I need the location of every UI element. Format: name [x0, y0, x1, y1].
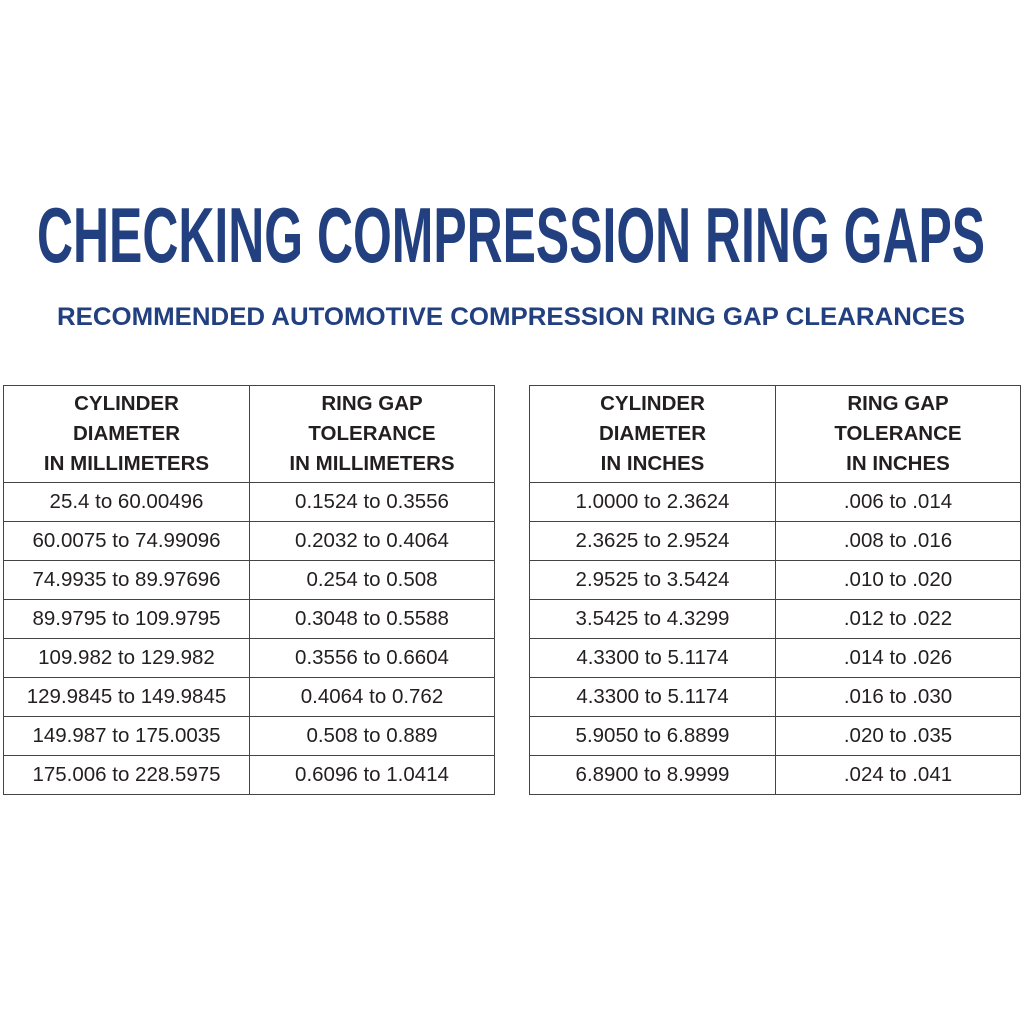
column-header-line: TOLERANCE	[308, 422, 436, 445]
cylinder-diameter-cell: 25.4 to 60.00496	[3, 482, 250, 522]
cylinder-diameter-cell: 4.3300 to 5.1174	[529, 638, 776, 678]
cylinder-diameter-cell: 4.3300 to 5.1174	[529, 677, 776, 717]
page-subtitle: RECOMMENDED AUTOMOTIVE COMPRESSION RING …	[57, 303, 965, 331]
ring-gap-cell: 0.3556 to 0.6604	[249, 638, 495, 678]
column-header-line: DIAMETER	[72, 422, 181, 445]
ring-gap-cell: .014 to .026	[775, 638, 1021, 678]
ring-gap-cell: .006 to .014	[775, 482, 1021, 522]
table-row: 109.982 to 129.982 0.3556 to 0.6604	[3, 638, 495, 678]
table-row: 5.9050 to 6.8899.020 to .035	[529, 716, 1021, 756]
ring-gap-cell: 0.508 to 0.889	[249, 716, 495, 756]
column-header-line: IN MILLIMETERS	[43, 452, 210, 475]
table-row: 129.9845 to 149.9845 0.4064 to 0.762	[3, 677, 495, 717]
ring-gap-cell: 0.1524 to 0.3556	[249, 482, 495, 522]
column-header: RING GAP TOLERANCE IN INCHES	[775, 385, 1021, 483]
cylinder-diameter-cell: 129.9845 to 149.9845	[3, 677, 250, 717]
column-header-line: TOLERANCE	[834, 422, 962, 445]
table-row: 3.5425 to 4.3299.012 to .022	[529, 599, 1021, 639]
ring-gap-cell: 0.2032 to 0.4064	[249, 521, 495, 561]
ring-gap-cell: .016 to .030	[775, 677, 1021, 717]
column-header-line: IN MILLIMETERS	[289, 452, 455, 475]
cylinder-diameter-cell: 149.987 to 175.0035	[3, 716, 250, 756]
table-row: 2.9525 to 3.5424.010 to .020	[529, 560, 1021, 600]
column-header: CYLINDER DIAMETER IN INCHES	[529, 385, 776, 483]
table-row: 74.9935 to 89.97696 0.254 to 0.508	[3, 560, 495, 600]
column-header-line: RING GAP	[321, 392, 423, 415]
ring-gap-cell: 0.254 to 0.508	[249, 560, 495, 600]
table-row: 2.3625 to 2.9524.008 to .016	[529, 521, 1021, 561]
column-header-line: CYLINDER	[600, 392, 705, 415]
cylinder-diameter-cell: 6.8900 to 8.9999	[529, 755, 776, 795]
table-row: 60.0075 to 74.99096 0.2032 to 0.4064	[3, 521, 495, 561]
column-header-line: IN INCHES	[846, 452, 950, 475]
cylinder-diameter-cell: 2.3625 to 2.9524	[529, 521, 776, 561]
cylinder-diameter-cell: 2.9525 to 3.5424	[529, 560, 776, 600]
page-title: CHECKING COMPRESSION RING GAPS	[37, 191, 985, 279]
ring-gap-cell: 0.3048 to 0.5588	[249, 599, 495, 639]
column-header-line: DIAMETER	[598, 422, 707, 445]
table-row: 6.8900 to 8.9999.024 to .041	[529, 755, 1021, 795]
inches-table: CYLINDER DIAMETER IN INCHES RING GAP TOLERAN…	[529, 385, 1021, 795]
cylinder-diameter-cell: 89.9795 to 109.9795	[3, 599, 250, 639]
cylinder-diameter-cell: 109.982 to 129.982	[3, 638, 250, 678]
millimeters-table: CYLINDER DIAMETER IN MILLIMETERS RING GAP TO…	[3, 385, 495, 795]
table-row: 4.3300 to 5.1174.014 to .026	[529, 638, 1021, 678]
column-header: CYLINDER DIAMETER IN MILLIMETERS	[3, 385, 250, 483]
column-header-line: RING GAP	[847, 392, 949, 415]
column-header: RING GAP TOLERANCE IN MILLIMETERS	[249, 385, 495, 483]
header-row: CYLINDER DIAMETER IN INCHES RING GAP TOLERAN…	[529, 385, 1021, 483]
cylinder-diameter-cell: 5.9050 to 6.8899	[529, 716, 776, 756]
cylinder-diameter-cell: 175.006 to 228.5975	[3, 755, 250, 795]
column-header-line: CYLINDER	[74, 392, 179, 415]
table-row: 175.006 to 228.5975 0.6096 to 1.0414	[3, 755, 495, 795]
table-row: 4.3300 to 5.1174.016 to .030	[529, 677, 1021, 717]
ring-gap-cell: 0.4064 to 0.762	[249, 677, 495, 717]
ring-gap-cell: .010 to .020	[775, 560, 1021, 600]
table-row: 25.4 to 60.00496 0.1524 to 0.3556	[3, 482, 495, 522]
table-row: 149.987 to 175.0035 0.508 to 0.889	[3, 716, 495, 756]
header-row: CYLINDER DIAMETER IN MILLIMETERS RING GAP TO…	[3, 385, 495, 483]
table-row: 1.0000 to 2.3624.006 to .014	[529, 482, 1021, 522]
ring-gap-cell: .020 to .035	[775, 716, 1021, 756]
ring-gap-cell: .012 to .022	[775, 599, 1021, 639]
cylinder-diameter-cell: 60.0075 to 74.99096	[3, 521, 250, 561]
ring-gap-cell: .008 to .016	[775, 521, 1021, 561]
ring-gap-cell: .024 to .041	[775, 755, 1021, 795]
cylinder-diameter-cell: 3.5425 to 4.3299	[529, 599, 776, 639]
cylinder-diameter-cell: 1.0000 to 2.3624	[529, 482, 776, 522]
ring-gap-cell: 0.6096 to 1.0414	[249, 755, 495, 795]
cylinder-diameter-cell: 74.9935 to 89.97696	[3, 560, 250, 600]
column-header-line: IN INCHES	[600, 452, 705, 475]
table-row: 89.9795 to 109.9795 0.3048 to 0.5588	[3, 599, 495, 639]
